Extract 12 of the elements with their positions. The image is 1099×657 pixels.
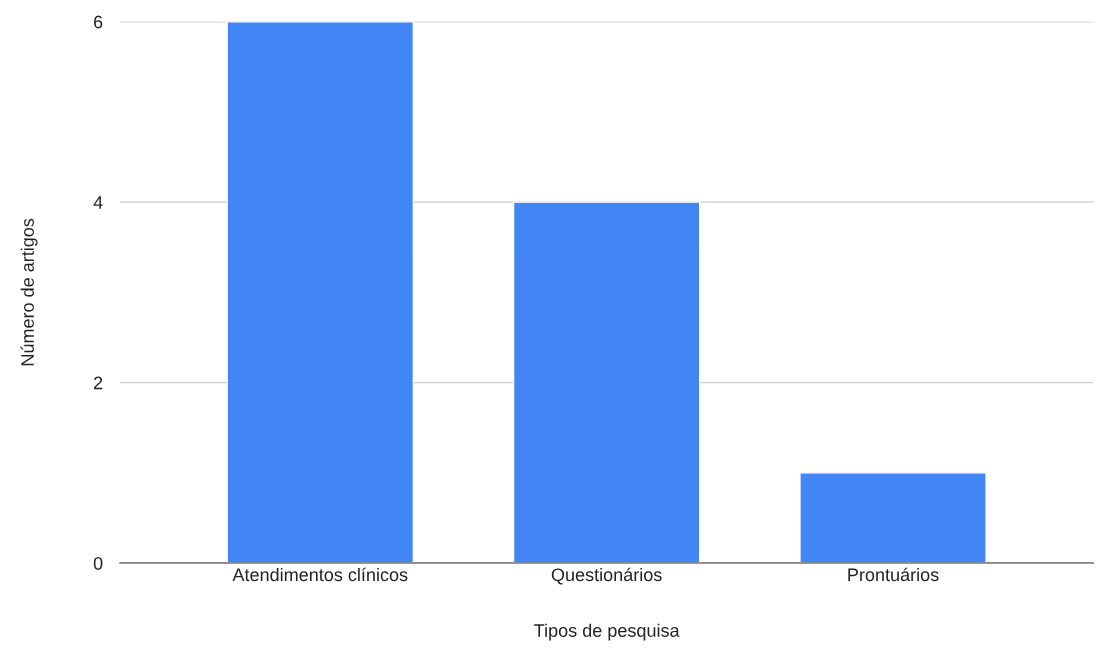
y-axis-title: Número de artigos — [20, 218, 38, 366]
y-tick-label: 4 — [93, 196, 103, 209]
x-tick-label: Questionários — [551, 567, 662, 585]
bar — [512, 201, 701, 564]
x-tick-label: Atendimentos clínicos — [232, 567, 408, 582]
bar — [226, 21, 415, 564]
y-tick-label: 6 — [94, 15, 103, 29]
y-tick-label: 2 — [93, 376, 103, 390]
x-axis-title: Tipos de pesquisa — [534, 623, 680, 641]
y-tick-label: 0 — [93, 556, 103, 570]
x-tick-label: Prontuários — [848, 567, 939, 582]
bar — [799, 472, 987, 564]
